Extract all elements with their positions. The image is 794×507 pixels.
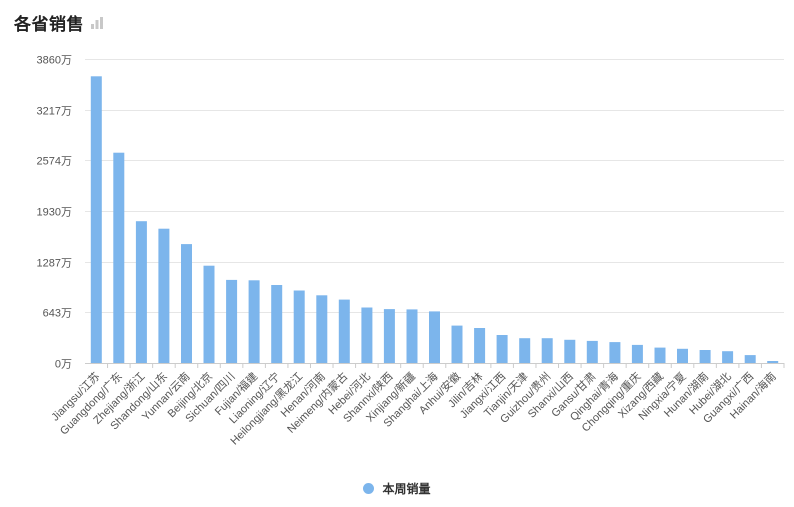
chart-header: 各省销售	[14, 10, 104, 35]
bar[interactable]	[429, 311, 440, 363]
bar-chart-download-icon[interactable]	[90, 16, 104, 30]
bar[interactable]	[383, 309, 395, 363]
bar[interactable]	[293, 290, 305, 364]
bar[interactable]	[519, 338, 531, 363]
bar[interactable]	[248, 280, 260, 363]
y-tick-label: 3860万	[37, 55, 72, 67]
legend: 本周销量	[0, 480, 794, 497]
bar[interactable]	[654, 347, 666, 363]
legend-item-series[interactable]: 本周销量	[363, 480, 431, 497]
y-tick-label: 1930万	[37, 207, 72, 219]
bar[interactable]	[90, 76, 102, 364]
bar[interactable]	[496, 335, 508, 363]
bar[interactable]	[226, 279, 238, 363]
bar[interactable]	[541, 338, 553, 363]
bar[interactable]	[609, 342, 621, 363]
y-tick-label: 3217万	[37, 106, 72, 118]
bar[interactable]	[564, 339, 576, 363]
bar[interactable]	[113, 152, 125, 363]
bar[interactable]	[338, 299, 350, 363]
bar[interactable]	[722, 351, 734, 363]
bar[interactable]	[203, 265, 215, 363]
bar[interactable]	[677, 348, 688, 363]
bar[interactable]	[181, 244, 192, 363]
y-tick-label: 2574万	[37, 156, 72, 168]
bar[interactable]	[586, 340, 598, 363]
legend-label: 本周销量	[382, 482, 431, 496]
chart-title: 各省销售	[14, 15, 84, 34]
bar[interactable]	[474, 328, 486, 363]
bar[interactable]	[135, 221, 147, 363]
legend-marker	[363, 483, 375, 494]
bar[interactable]	[744, 355, 756, 363]
bar[interactable]	[406, 309, 418, 363]
bar[interactable]	[361, 307, 373, 364]
y-tick-label: 1287万	[37, 258, 72, 270]
bar-chart: 0万643万1287万1930万2574万3217万3860万Jiangsu/江…	[37, 55, 785, 447]
bar[interactable]	[767, 361, 779, 363]
y-tick-label: 643万	[43, 308, 72, 320]
bar[interactable]	[451, 325, 463, 363]
y-tick-label: 0万	[55, 359, 72, 371]
bar[interactable]	[316, 295, 328, 363]
bar[interactable]	[271, 285, 283, 363]
bar[interactable]	[631, 344, 643, 363]
bar[interactable]	[158, 228, 170, 363]
bar[interactable]	[699, 350, 711, 363]
